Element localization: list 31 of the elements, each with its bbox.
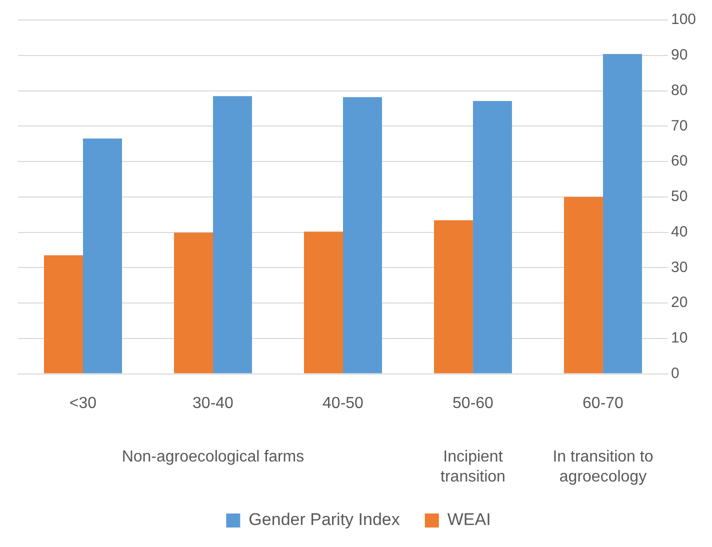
y-tick-label: 100 <box>670 11 696 28</box>
legend-label: Gender Parity Index <box>248 510 400 530</box>
bar <box>304 232 343 374</box>
bar <box>174 232 213 374</box>
text: Incipient transition <box>440 448 506 486</box>
bar <box>44 255 83 374</box>
bar <box>564 196 603 374</box>
y-tick-label: 0 <box>670 364 680 382</box>
y-tick-label: 60 <box>670 152 688 170</box>
y-tick-label: 70 <box>670 117 688 134</box>
y-tick-label: 80 <box>670 82 688 99</box>
x-tick-label: 40-50 <box>322 394 364 412</box>
x-tick-label: 50-60 <box>452 394 494 412</box>
bar <box>602 54 642 374</box>
y-tick-label: 20 <box>670 294 688 312</box>
x-tick-label: 30-40 <box>192 394 234 412</box>
y-tick-label: 10 <box>670 330 688 347</box>
x-tick-label: <30 <box>69 394 97 412</box>
bar <box>434 220 473 374</box>
x-tick-label: 60-70 <box>582 394 624 412</box>
y-tick-label: 30 <box>670 258 688 276</box>
bar <box>83 138 122 374</box>
bar <box>342 97 382 374</box>
text: In transition to agroecology <box>552 448 654 486</box>
text: Non-agroecological farms <box>122 448 304 466</box>
y-tick-label: 90 <box>670 46 688 64</box>
legend-label: WEAI <box>447 510 491 530</box>
y-tick-label: 50 <box>670 188 688 206</box>
y-tick-label: 40 <box>670 223 688 240</box>
bar <box>212 96 252 374</box>
bar <box>472 101 512 374</box>
